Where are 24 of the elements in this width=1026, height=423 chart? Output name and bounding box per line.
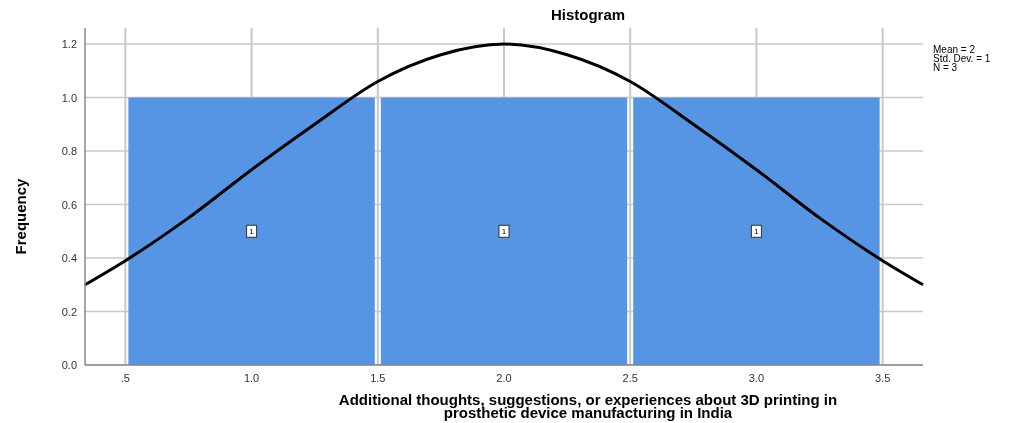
- data-label: 1: [249, 227, 255, 237]
- y-tick-label: 0.8: [61, 145, 77, 158]
- x-tick-label: 3.5: [874, 372, 891, 384]
- x-axis-title: Additional thoughts, suggestions, or experiences about 3D printing in prosthetic device manufacturing in India: [338, 391, 838, 421]
- chart-title: Histogram: [550, 6, 626, 23]
- y-axis-title: Frequency: [12, 177, 29, 255]
- y-tick-label: 0.2: [61, 305, 77, 318]
- data-label: 1: [501, 227, 507, 237]
- y-tick-label: 0.0: [61, 359, 77, 371]
- text: N = 3: [933, 62, 958, 73]
- text: Mean = 2: [933, 44, 976, 55]
- y-tick-label: 0.4: [61, 252, 77, 265]
- line-series: [83, 42, 925, 287]
- x-tick-label: 1.5: [370, 372, 386, 384]
- x-tick-label: 1.0: [243, 372, 260, 384]
- y-tick-label: 1.0: [61, 91, 77, 104]
- x-tick-label: 2.5: [622, 372, 638, 384]
- text: Std. Dev. = 1: [933, 53, 991, 64]
- x-tick-label: 2.0: [496, 372, 512, 384]
- x-tick-label: 3.0: [748, 372, 765, 384]
- y-tick-label: 1.2: [61, 38, 77, 51]
- x-tick-label: .5: [120, 372, 130, 384]
- y-tick-label: 0.6: [61, 198, 77, 211]
- data-label: 1: [754, 227, 760, 237]
